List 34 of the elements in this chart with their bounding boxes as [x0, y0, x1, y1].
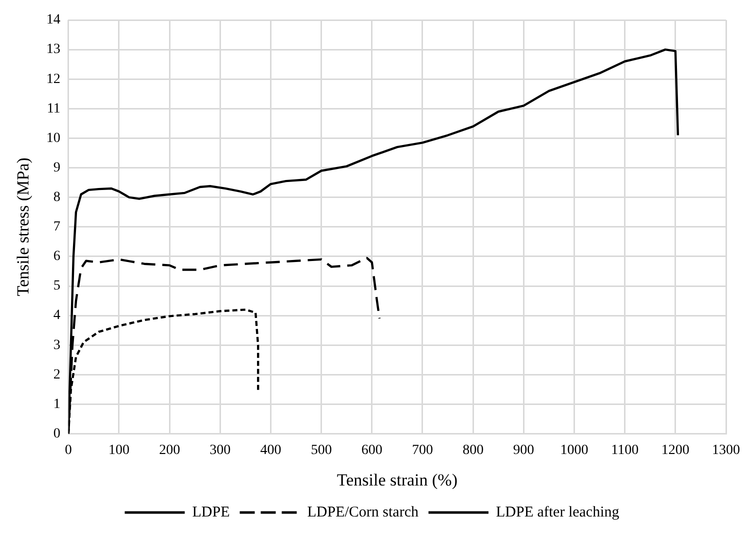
y-tick-label: 12: [46, 72, 60, 87]
y-tick-label: 3: [53, 338, 60, 353]
legend-label: LDPE/Corn starch: [307, 504, 419, 520]
y-tick-label: 14: [46, 12, 60, 28]
y-tick-label: 8: [53, 190, 60, 206]
x-tick-label: 400: [260, 442, 282, 458]
y-tick-label: 1: [53, 396, 60, 412]
x-tick-label: 600: [361, 442, 382, 458]
x-tick-label: 0: [64, 442, 72, 458]
x-tick-label: 1300: [712, 442, 740, 458]
x-axis-title: Tensile strain (%): [336, 470, 458, 490]
x-tick-label: 1000: [560, 442, 588, 458]
y-tick-label: 5: [53, 278, 60, 294]
y-tick-label: 10: [46, 130, 60, 146]
y-tick-label: 6: [53, 249, 60, 264]
legend-label: LDPE after leaching: [496, 504, 620, 520]
x-tick-label: 1200: [661, 442, 690, 458]
y-tick-label: 2: [53, 367, 60, 382]
y-axis-title: Tensile stress (MPa): [14, 158, 33, 296]
x-tick-label: 300: [210, 442, 231, 458]
y-tick-label: 9: [53, 160, 60, 176]
x-tick-label: 100: [108, 442, 130, 458]
x-tick-label: 200: [159, 442, 180, 458]
y-tick-label: 11: [46, 101, 60, 116]
legend-label: LDPE: [192, 504, 230, 520]
x-tick-label: 500: [310, 442, 332, 458]
y-tick-label: 7: [53, 220, 60, 235]
y-tick-label: 4: [53, 308, 60, 324]
y-tick-label: 0: [53, 426, 60, 442]
x-tick-label: 900: [513, 442, 534, 458]
x-tick-label: 1100: [611, 442, 639, 458]
y-tick-label: 13: [46, 42, 60, 58]
x-tick-label: 700: [412, 442, 433, 458]
x-tick-label: 800: [462, 442, 484, 458]
